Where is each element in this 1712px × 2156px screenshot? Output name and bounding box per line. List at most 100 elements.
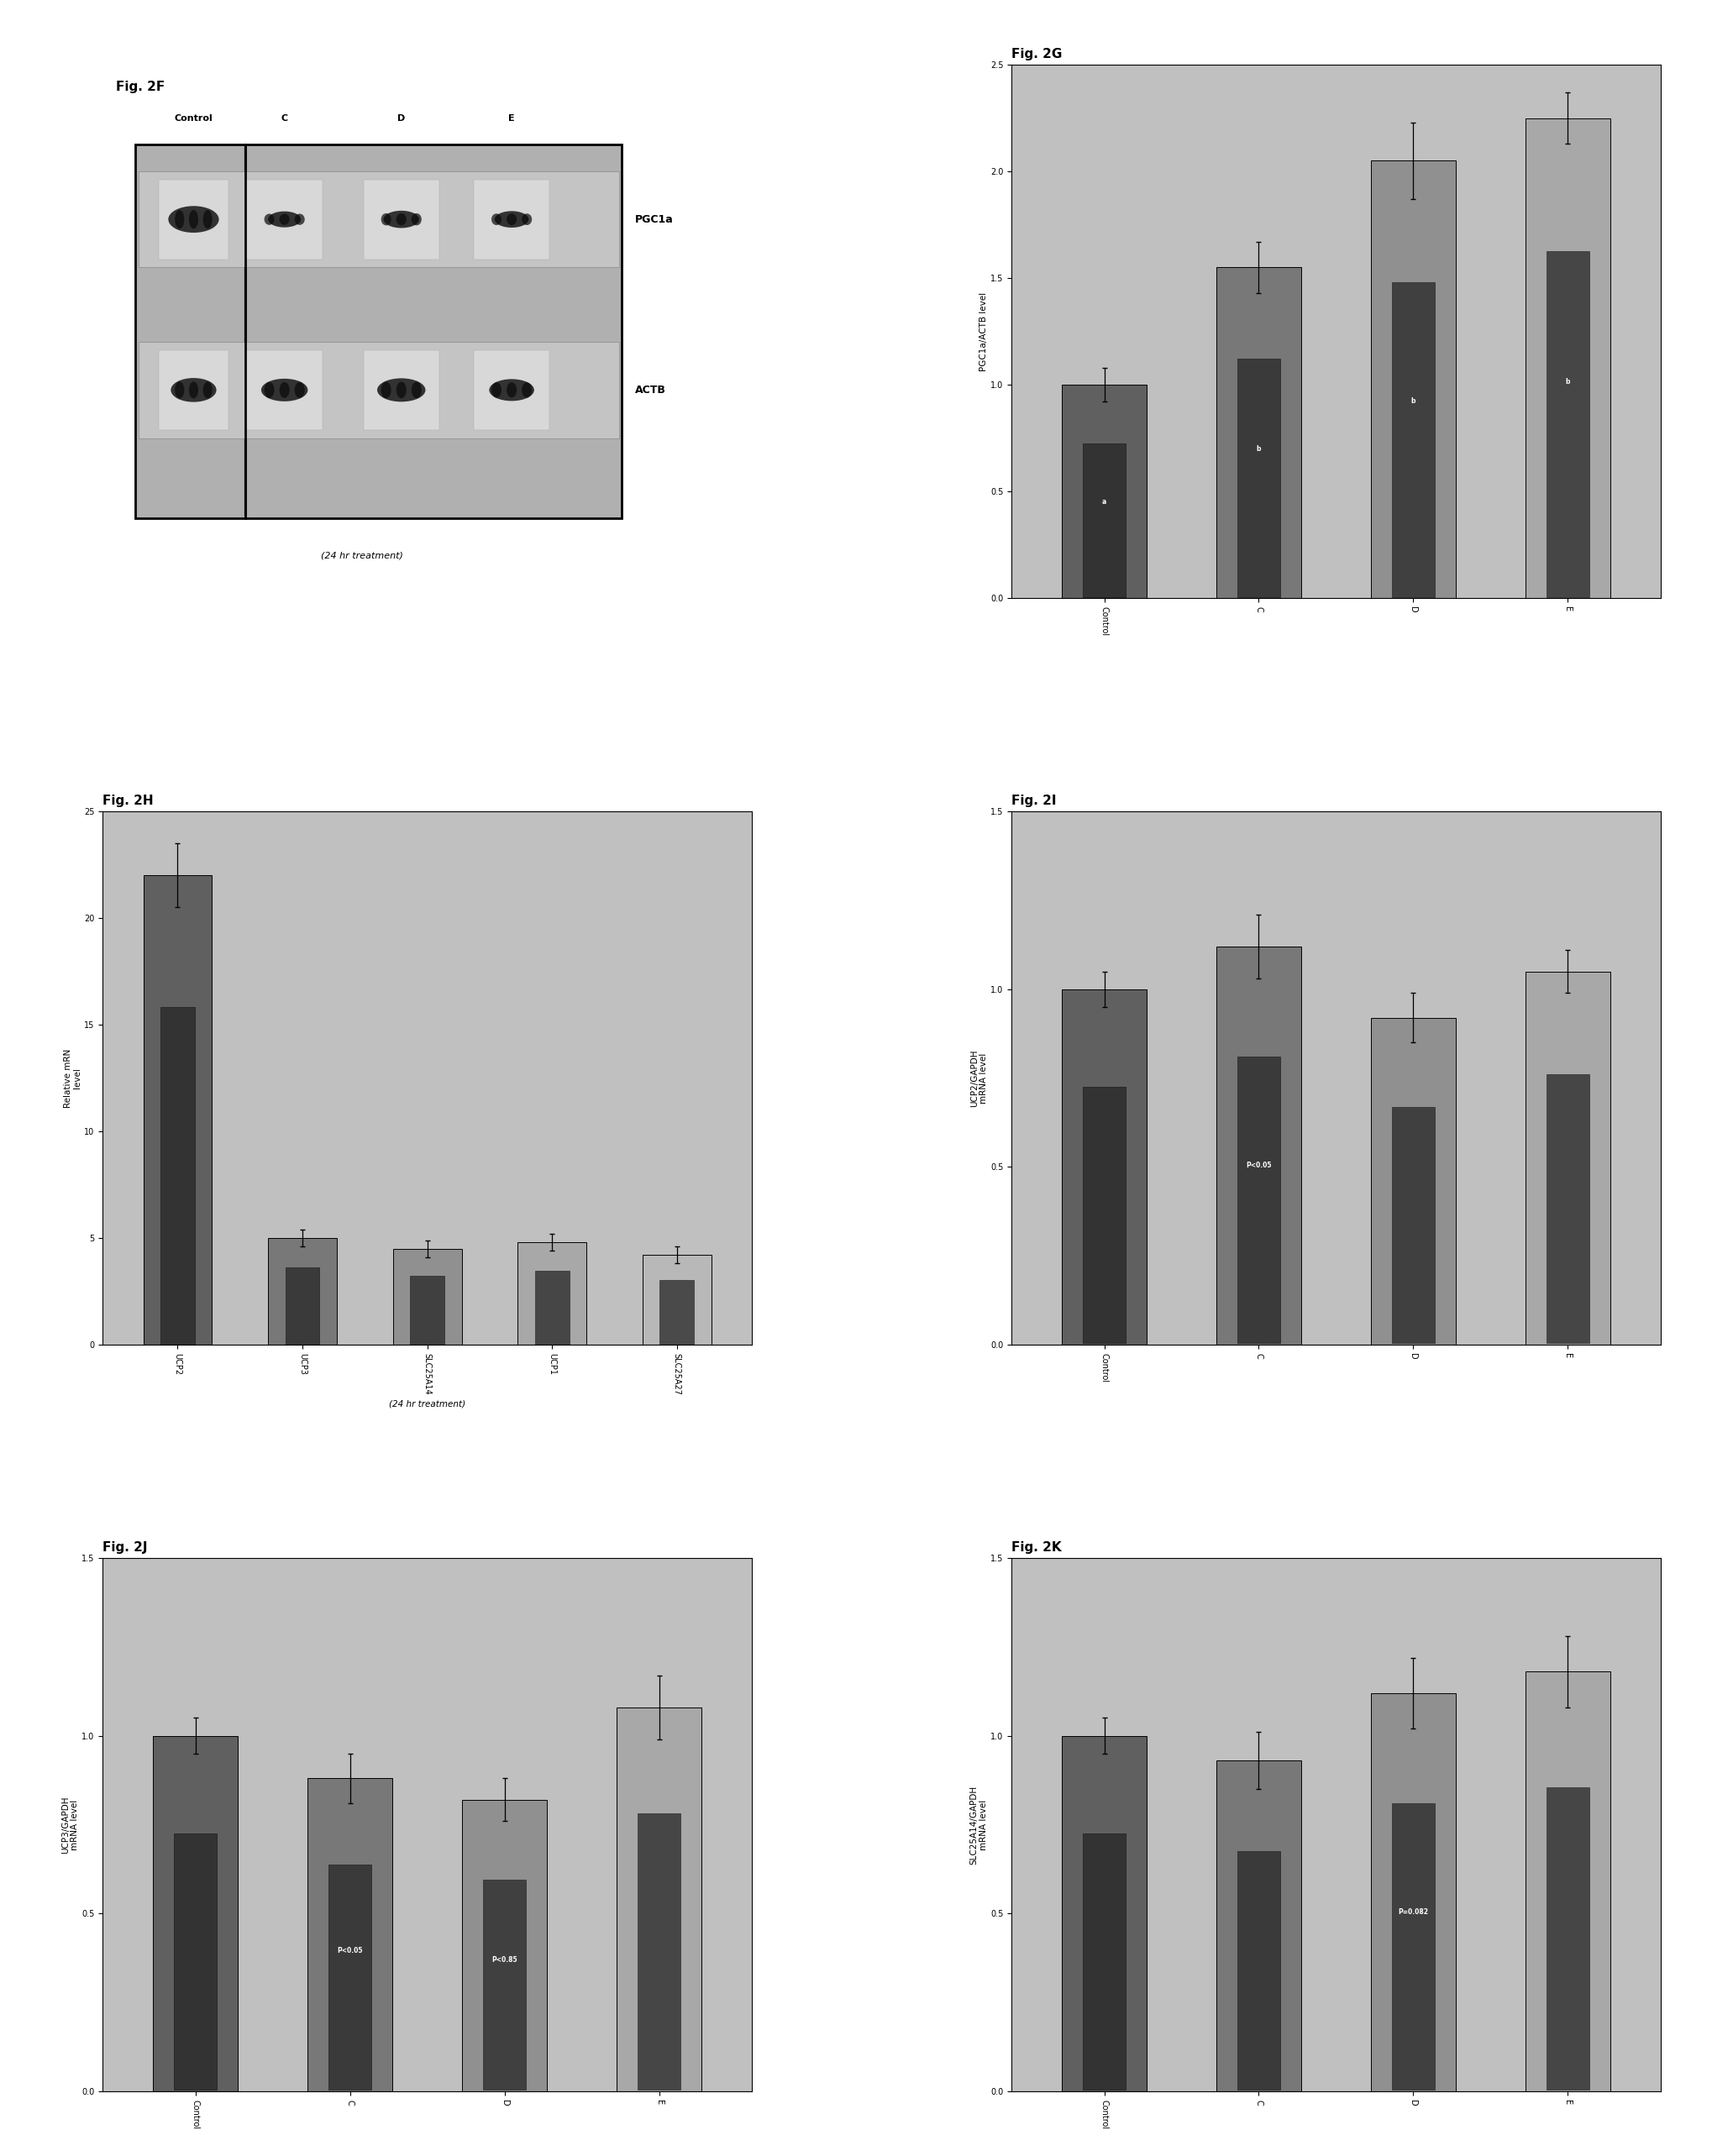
Bar	[159, 349, 229, 429]
Bar	[269, 1238, 337, 1345]
Bar	[1216, 1761, 1301, 2091]
Bar	[152, 1736, 238, 2091]
Ellipse shape	[294, 382, 305, 399]
Bar	[1061, 990, 1147, 1345]
Y-axis label: SLC25A14/GAPDH
mRNA level: SLC25A14/GAPDH mRNA level	[971, 1785, 988, 1865]
Bar	[247, 349, 322, 429]
Ellipse shape	[377, 377, 426, 401]
Bar	[1546, 1787, 1589, 2089]
Text: C: C	[281, 114, 288, 123]
Bar	[659, 1281, 693, 1345]
Bar	[1084, 444, 1125, 597]
Text: Fig. 2I: Fig. 2I	[1012, 793, 1056, 806]
Text: Fig. 2J: Fig. 2J	[103, 1542, 147, 1554]
Y-axis label: PGC1a/ACTB level: PGC1a/ACTB level	[979, 291, 988, 371]
Bar	[462, 1800, 548, 2091]
Text: ACTB: ACTB	[635, 384, 666, 395]
Ellipse shape	[491, 382, 502, 397]
Bar	[1546, 252, 1589, 597]
Text: Fig. 2H: Fig. 2H	[103, 793, 154, 806]
Bar	[517, 1242, 587, 1345]
X-axis label: (24 hr treatment): (24 hr treatment)	[389, 1399, 466, 1408]
Text: P<0.05: P<0.05	[337, 1947, 363, 1953]
Ellipse shape	[188, 382, 199, 399]
Bar	[161, 1007, 195, 1345]
Bar	[329, 1865, 372, 2089]
Bar	[247, 179, 322, 259]
Ellipse shape	[175, 209, 185, 229]
Bar	[1216, 267, 1301, 597]
Text: (24 hr treatment): (24 hr treatment)	[322, 552, 404, 561]
Bar	[474, 349, 550, 429]
Bar	[394, 1248, 462, 1345]
Bar	[139, 170, 618, 267]
Bar	[1061, 1736, 1147, 2091]
Ellipse shape	[411, 382, 421, 399]
Ellipse shape	[495, 211, 529, 229]
Bar	[135, 144, 621, 517]
Bar	[175, 1833, 217, 2089]
Ellipse shape	[491, 213, 502, 224]
Ellipse shape	[175, 382, 185, 399]
Ellipse shape	[395, 382, 406, 399]
Bar	[139, 343, 618, 438]
Ellipse shape	[383, 211, 419, 229]
Ellipse shape	[294, 213, 305, 224]
Ellipse shape	[188, 209, 199, 229]
Ellipse shape	[168, 207, 219, 233]
Bar	[1238, 1852, 1281, 2089]
Ellipse shape	[204, 382, 212, 399]
Text: a: a	[1103, 498, 1106, 507]
Ellipse shape	[522, 382, 532, 397]
Text: P=0.082: P=0.082	[1399, 1908, 1428, 1917]
Ellipse shape	[522, 213, 532, 224]
Bar	[1525, 119, 1611, 597]
Bar	[1525, 972, 1611, 1345]
Bar	[1084, 1087, 1125, 1343]
Ellipse shape	[279, 213, 289, 224]
Text: PGC1a: PGC1a	[635, 213, 673, 224]
Text: Fig. 2K: Fig. 2K	[1012, 1542, 1061, 1554]
Bar	[616, 1708, 702, 2091]
Ellipse shape	[171, 377, 216, 401]
Ellipse shape	[411, 213, 421, 226]
Bar	[1084, 1833, 1125, 2089]
Ellipse shape	[262, 379, 308, 401]
Y-axis label: Relative mRN
level: Relative mRN level	[63, 1048, 82, 1108]
Bar	[308, 1779, 392, 2091]
Bar	[1525, 1671, 1611, 2091]
Text: b: b	[1565, 377, 1570, 386]
Bar	[474, 179, 550, 259]
Bar	[286, 1268, 320, 1345]
Ellipse shape	[279, 382, 289, 399]
Bar	[1371, 1018, 1455, 1345]
Text: P<0.85: P<0.85	[491, 1955, 517, 1964]
Text: P<0.05: P<0.05	[1246, 1162, 1272, 1169]
Bar	[639, 1813, 680, 2089]
Ellipse shape	[264, 213, 274, 224]
Bar	[159, 179, 229, 259]
Bar	[363, 349, 440, 429]
Text: Fig. 2G: Fig. 2G	[1012, 47, 1061, 60]
Bar	[1061, 384, 1147, 597]
Ellipse shape	[490, 379, 534, 401]
Bar	[1371, 162, 1455, 597]
Bar	[534, 1270, 570, 1345]
Ellipse shape	[264, 382, 274, 399]
Text: b: b	[1257, 446, 1262, 453]
Y-axis label: UCP2/GAPDH
mRNA level: UCP2/GAPDH mRNA level	[971, 1050, 988, 1106]
Ellipse shape	[382, 213, 392, 226]
Bar	[1392, 282, 1435, 597]
Bar	[642, 1255, 710, 1345]
Text: D: D	[397, 114, 406, 123]
Ellipse shape	[507, 382, 517, 397]
Text: E: E	[508, 114, 515, 123]
Bar	[1392, 1802, 1435, 2089]
Text: Fig. 2F: Fig. 2F	[116, 80, 164, 93]
Bar	[1216, 946, 1301, 1345]
Ellipse shape	[204, 209, 212, 229]
Ellipse shape	[507, 213, 517, 224]
Bar	[1546, 1074, 1589, 1343]
Ellipse shape	[269, 211, 301, 226]
Ellipse shape	[382, 382, 392, 399]
